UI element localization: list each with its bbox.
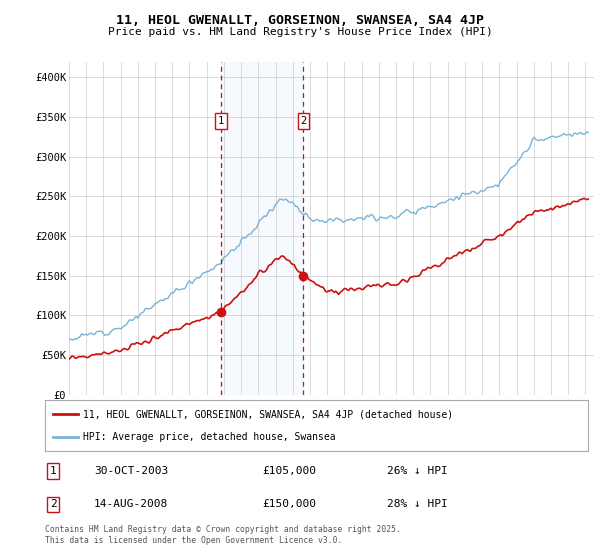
Text: HPI: Average price, detached house, Swansea: HPI: Average price, detached house, Swan… xyxy=(83,432,335,442)
Text: £105,000: £105,000 xyxy=(262,466,316,476)
Text: 1: 1 xyxy=(50,466,56,476)
Text: 11, HEOL GWENALLT, GORSEINON, SWANSEA, SA4 4JP: 11, HEOL GWENALLT, GORSEINON, SWANSEA, S… xyxy=(116,14,484,27)
Text: 2: 2 xyxy=(301,116,307,126)
Text: 2: 2 xyxy=(50,500,56,509)
Text: 28% ↓ HPI: 28% ↓ HPI xyxy=(387,500,448,509)
Text: 14-AUG-2008: 14-AUG-2008 xyxy=(94,500,168,509)
Text: 11, HEOL GWENALLT, GORSEINON, SWANSEA, SA4 4JP (detached house): 11, HEOL GWENALLT, GORSEINON, SWANSEA, S… xyxy=(83,409,453,419)
Text: Price paid vs. HM Land Registry's House Price Index (HPI): Price paid vs. HM Land Registry's House … xyxy=(107,27,493,37)
Text: £150,000: £150,000 xyxy=(262,500,316,509)
Text: 26% ↓ HPI: 26% ↓ HPI xyxy=(387,466,448,476)
Text: Contains HM Land Registry data © Crown copyright and database right 2025.
This d: Contains HM Land Registry data © Crown c… xyxy=(45,525,401,545)
Text: 30-OCT-2003: 30-OCT-2003 xyxy=(94,466,168,476)
Bar xyxy=(221,62,304,395)
Text: 1: 1 xyxy=(218,116,224,126)
